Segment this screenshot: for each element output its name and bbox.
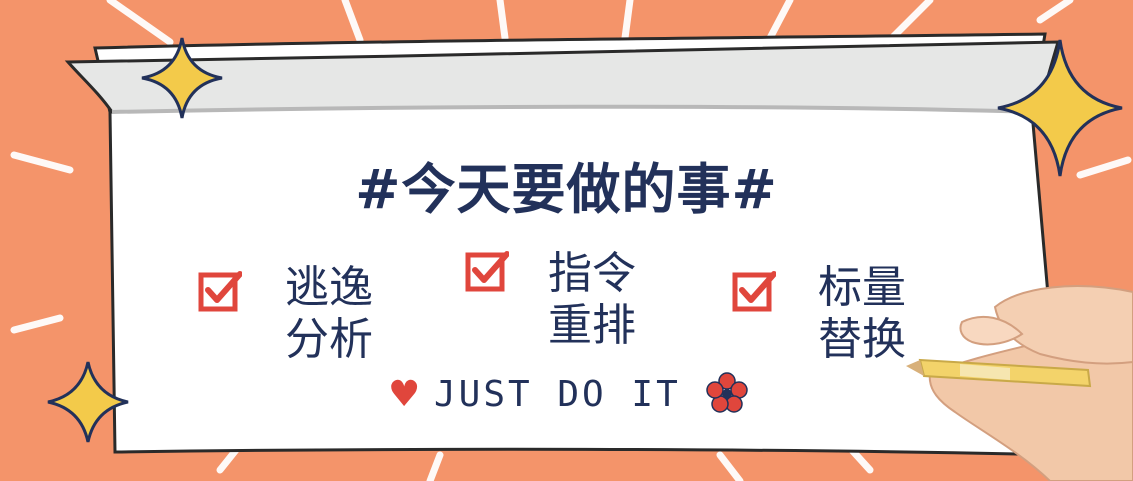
todo-item-instruction-reorder: 指令 重排 — [548, 248, 636, 352]
todo-item-line: 指令 — [548, 248, 636, 299]
checkbox-checked-icon — [465, 251, 509, 292]
todo-item-line: 逃逸 — [285, 262, 373, 313]
todo-item-scalar-replacement: 标量 替换 — [818, 262, 906, 366]
slogan: JUST DO IT — [434, 374, 681, 415]
checkbox-checked-icon — [198, 271, 242, 312]
todo-item-line: 重排 — [548, 300, 636, 351]
sparkle-star-icon — [47, 361, 129, 443]
heart-icon: ♥ — [388, 374, 421, 415]
checkbox-checked-icon — [732, 271, 776, 312]
flower-icon — [706, 372, 748, 413]
todo-item-line: 分析 — [285, 314, 373, 365]
sparkle-star-icon — [997, 39, 1123, 177]
page-title: #今天要做的事# — [355, 158, 778, 221]
sparkle-star-icon — [141, 37, 223, 119]
paper-banner — [64, 32, 1064, 457]
hand-holding-pencil-image — [906, 285, 1133, 481]
todo-item-escape-analysis: 逃逸 分析 — [285, 262, 373, 366]
todo-item-line: 替换 — [818, 314, 906, 365]
todo-item-line: 标量 — [818, 262, 906, 313]
